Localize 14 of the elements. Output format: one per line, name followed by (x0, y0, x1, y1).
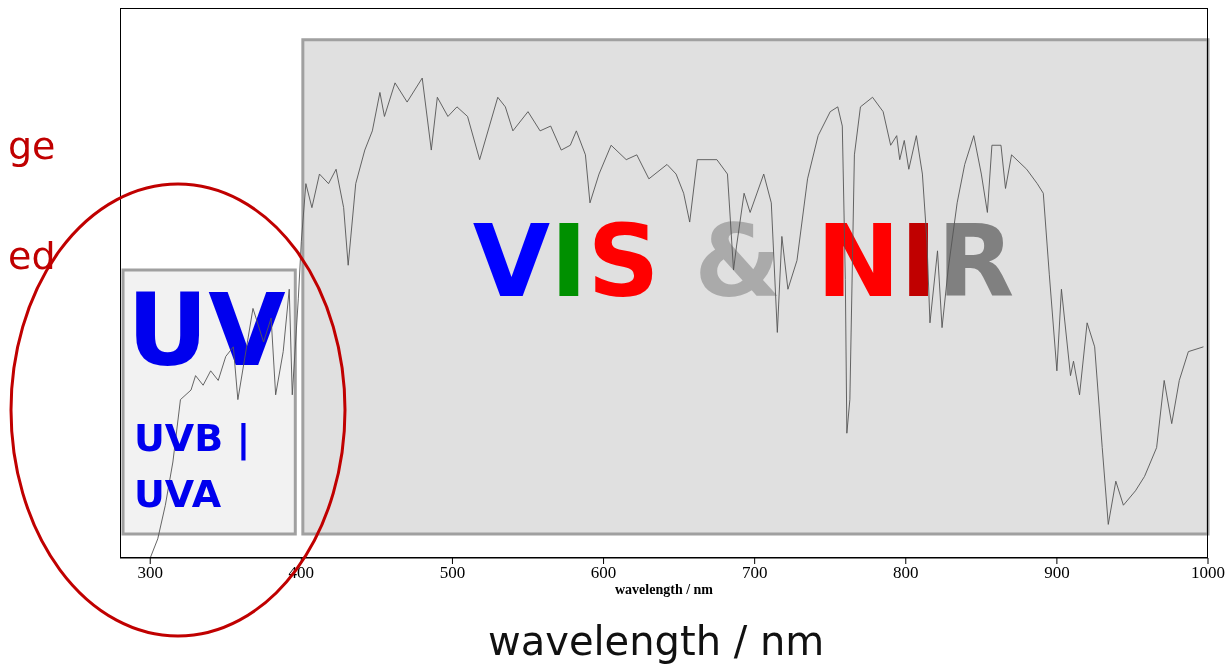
annotation: UVB | (134, 416, 251, 460)
text: ed (8, 234, 56, 278)
annotation: UVA (134, 472, 222, 516)
text: ge (8, 124, 56, 168)
x-tick-label: 600 (590, 563, 617, 583)
text: wavelength / nm (488, 618, 825, 664)
band-label: UV (127, 272, 286, 390)
x-tick-label: 900 (1044, 563, 1070, 583)
x-tick-label: 500 (439, 563, 466, 583)
x-axis-title: wavelength / nm (615, 582, 714, 597)
x-tick-label: 800 (893, 563, 919, 583)
x-tick-label: 700 (741, 563, 768, 583)
x-tick-label: 1000 (1191, 563, 1225, 583)
x-tick-label: 300 (137, 563, 163, 583)
